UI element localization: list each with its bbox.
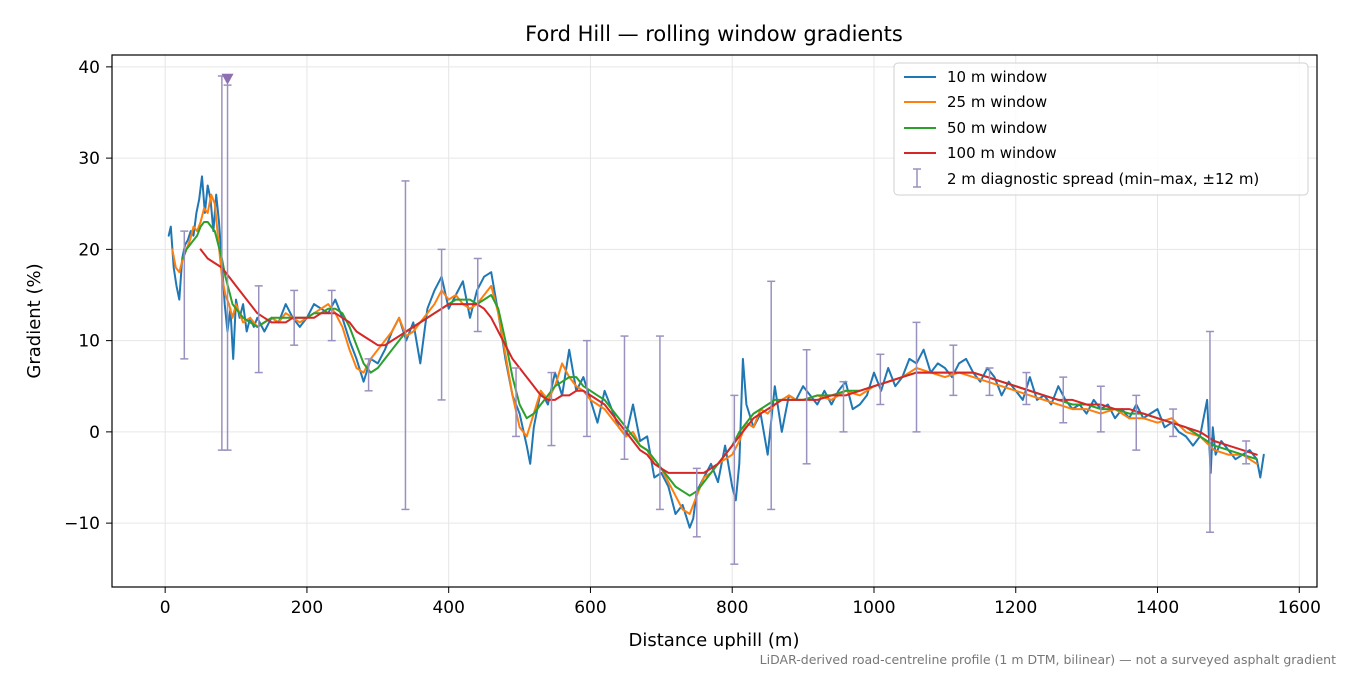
diagnostic-errorbar: [1132, 394, 1141, 451]
y-tick-label: −10: [64, 514, 100, 534]
diagnostic-errorbar: [582, 339, 591, 438]
diagnostic-errorbar: [876, 353, 885, 406]
diagnostic-errorbar: [254, 285, 263, 374]
y-tick-label: 30: [78, 149, 100, 169]
diagnostic-errorbar: [437, 248, 446, 401]
legend-label-50m: 50 m window: [947, 119, 1047, 137]
diagnostic-errorbar: [692, 467, 701, 538]
diagnostic-errorbar: [512, 367, 521, 438]
diagnostic-errorbar: [223, 84, 232, 451]
legend-box: [893, 62, 1309, 196]
diagnostic-errorbar: [327, 289, 336, 342]
x-tick-label: 800: [716, 598, 748, 618]
diagnostic-errorbar: [912, 321, 921, 433]
diagnostic-errorbar: [473, 257, 482, 333]
diagnostic-max-marker: [221, 73, 234, 85]
x-tick-label: 1000: [852, 598, 895, 618]
diagnostic-errorbar: [1022, 371, 1031, 406]
diagnostic-errorbar: [290, 289, 299, 346]
y-axis-label: Gradient (%): [24, 263, 45, 378]
footnote: LiDAR-derived road-centreline profile (1…: [760, 652, 1336, 667]
x-tick-label: 600: [574, 598, 606, 618]
errorbar-layer: [180, 73, 1251, 565]
tick-layer: 0 200 400 600 800 1000 1200 1400 1600 −10 0 10 20 30 4…: [64, 58, 1321, 618]
x-axis-label: Distance uphill (m): [629, 630, 800, 651]
y-tick-label: 20: [78, 240, 100, 260]
plot-frame: [111, 54, 1318, 588]
x-tick-label: 400: [432, 598, 464, 618]
diagnostic-errorbar: [802, 348, 811, 465]
diagnostic-errorbar: [180, 230, 189, 360]
diagnostic-errorbar: [401, 180, 410, 511]
x-tick-label: 1200: [994, 598, 1037, 618]
series-layer: [167, 175, 1265, 529]
diagnostic-errorbar: [730, 394, 739, 565]
diagnostic-errorbar: [364, 358, 373, 392]
legend-label-errorbar: 2 m diagnostic spread (min–max, ±12 m): [947, 170, 1259, 188]
diagnostic-errorbar: [985, 367, 994, 397]
legend-label-100m: 100 m window: [947, 144, 1057, 162]
x-tick-label: 200: [291, 598, 323, 618]
diagnostic-errorbar: [767, 280, 776, 511]
diagnostic-errorbar: [949, 344, 958, 397]
series-line-100-m-window: [199, 248, 1258, 474]
chart-title: Ford Hill — rolling window gradients: [525, 22, 903, 46]
y-tick-label: 40: [78, 58, 100, 78]
x-tick-label: 1600: [1278, 598, 1321, 618]
diagnostic-errorbar: [1205, 330, 1214, 533]
legend-swatch-errorbar: [913, 168, 921, 188]
legend-label-10m: 10 m window: [947, 68, 1047, 86]
diagnostic-errorbar: [839, 380, 848, 433]
diagnostic-errorbar: [547, 371, 556, 447]
legend-label-25m: 25 m window: [947, 93, 1047, 111]
x-tick-label: 0: [160, 598, 171, 618]
diagnostic-errorbar: [1169, 408, 1178, 438]
y-tick-label: 0: [89, 423, 100, 443]
diagnostic-errorbar: [1059, 376, 1068, 424]
diagnostic-errorbar: [620, 335, 629, 460]
legend: 10 m window 25 m window 50 m window 100 …: [893, 62, 1309, 196]
y-tick-label: 10: [78, 332, 100, 352]
diagnostic-errorbar: [1242, 440, 1251, 465]
diagnostic-errorbar: [1096, 385, 1105, 433]
x-tick-label: 1400: [1136, 598, 1179, 618]
diagnostic-errorbar: [655, 335, 664, 511]
